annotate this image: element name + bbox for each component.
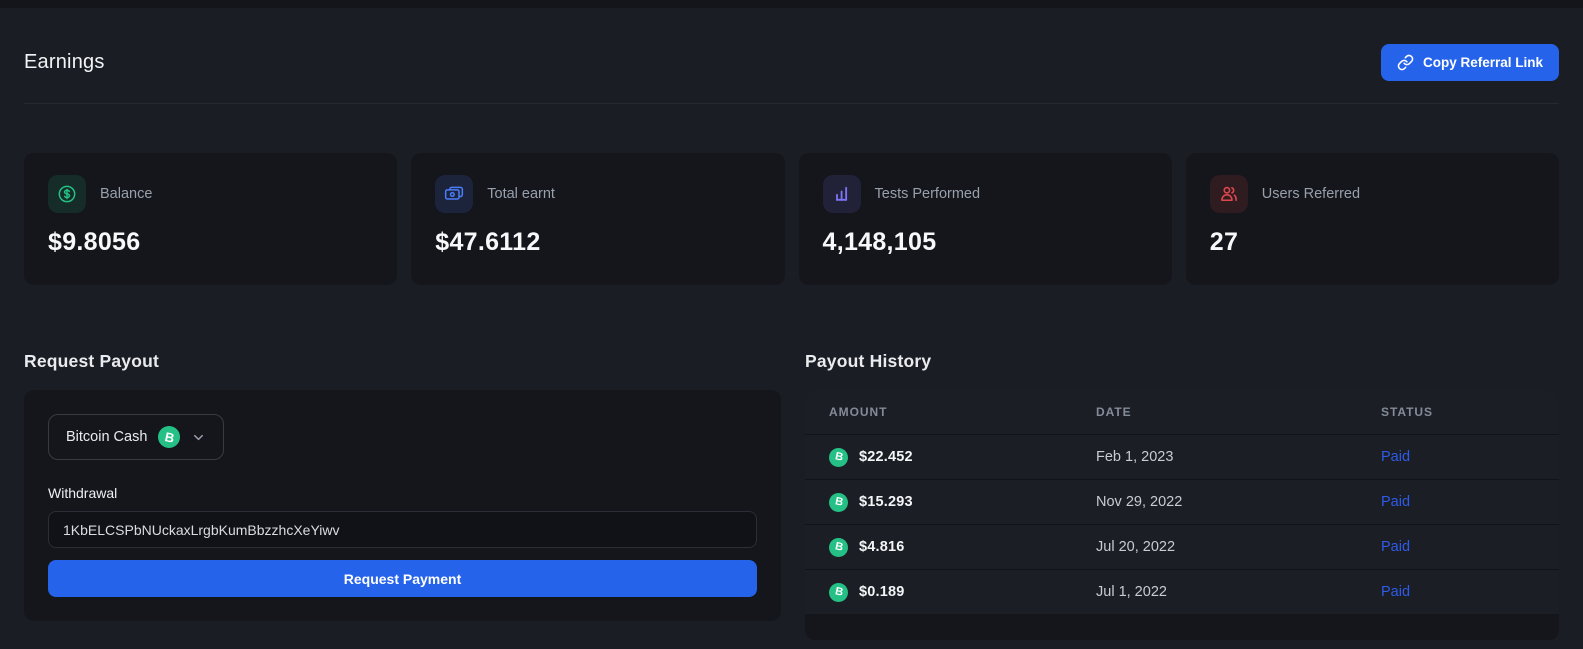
stat-value-total-earnt: $47.6112 [435,228,541,256]
stat-label: Users Referred [1261,186,1361,202]
withdrawal-address-input[interactable] [48,511,757,548]
page-title: Earnings [24,51,105,73]
payout-amount: $0.189 [859,584,905,600]
column-header-date: DATE [1096,405,1132,419]
table-row: B $15.293 Nov 29, 2022 Paid [805,479,1559,524]
bitcoin-cash-icon: B [829,492,848,512]
table-header-row: AMOUNT DATE STATUS [805,390,1559,434]
stat-card-tests-performed: Tests Performed 4,148,105 [798,153,1172,285]
request-payout-section: Request Payout Bitcoin Cash B Withdrawal… [24,351,781,621]
bitcoin-cash-icon: B [158,426,181,448]
table-row: B $4.816 Jul 20, 2022 Paid [805,524,1559,569]
column-header-amount: AMOUNT [829,405,888,419]
stat-label: Total earnt [487,186,555,202]
stats-row: Balance $9.8056 Total earnt $47.6112 [24,153,1559,285]
payout-amount: $22.452 [859,449,913,465]
payout-date: Jul 1, 2022 [1096,584,1167,600]
column-header-status: STATUS [1381,405,1433,419]
chevron-down-icon [191,430,206,445]
request-payout-heading: Request Payout [24,351,160,371]
stat-card-users-referred: Users Referred 27 [1185,153,1559,285]
page-header: Earnings Copy Referral Link [24,8,1559,104]
stat-value-balance: $9.8056 [48,228,141,256]
copy-referral-link-button[interactable]: Copy Referral Link [1380,44,1559,81]
bitcoin-cash-icon: B [829,447,848,467]
payout-date: Feb 1, 2023 [1096,449,1174,465]
payout-amount: $15.293 [859,494,913,510]
table-row: B $22.452 Feb 1, 2023 Paid [805,434,1559,479]
payout-date: Jul 20, 2022 [1096,539,1176,555]
copy-referral-link-label: Copy Referral Link [1422,55,1543,70]
payout-status-link[interactable]: Paid [1381,584,1411,600]
payout-status-link[interactable]: Paid [1381,494,1411,510]
payout-history-panel: AMOUNT DATE STATUS B $22.452 Feb 1, 2023… [805,390,1559,640]
payout-date: Nov 29, 2022 [1096,494,1183,510]
link-icon [1397,54,1414,71]
top-edge [0,0,1583,8]
request-payment-button[interactable]: Request Payment [48,560,757,597]
stat-label: Balance [100,186,153,202]
payout-status-link[interactable]: Paid [1381,449,1411,465]
stat-card-balance: Balance $9.8056 [24,153,398,285]
stat-value-tests-performed: 4,148,105 [822,228,937,256]
currency-select[interactable]: Bitcoin Cash B [48,414,225,460]
payout-amount: $4.816 [859,539,905,555]
users-icon [1209,175,1248,213]
request-payment-label: Request Payment [343,570,462,587]
bitcoin-cash-icon: B [829,537,848,557]
stat-label: Tests Performed [874,186,981,202]
payout-history-table: AMOUNT DATE STATUS B $22.452 Feb 1, 2023… [805,390,1559,614]
bar-chart-icon [822,175,861,213]
bitcoin-cash-icon: B [829,582,848,602]
payout-status-link[interactable]: Paid [1381,539,1411,555]
earnings-page: Earnings Copy Referral Link [0,8,1583,640]
payout-history-section: Payout History AMOUNT DATE STATUS B $22.… [805,351,1559,640]
banknotes-icon [435,175,474,213]
withdrawal-label: Withdrawal [48,485,118,501]
currency-select-value: Bitcoin Cash [66,429,148,445]
stat-card-total-earnt: Total earnt $47.6112 [411,153,785,285]
dollar-circle-icon [48,175,86,213]
payout-history-heading: Payout History [805,351,932,371]
table-row: B $0.189 Jul 1, 2022 Paid [805,569,1559,614]
request-payout-panel: Bitcoin Cash B Withdrawal Request Paymen… [24,390,781,621]
stat-value-users-referred: 27 [1209,228,1239,256]
